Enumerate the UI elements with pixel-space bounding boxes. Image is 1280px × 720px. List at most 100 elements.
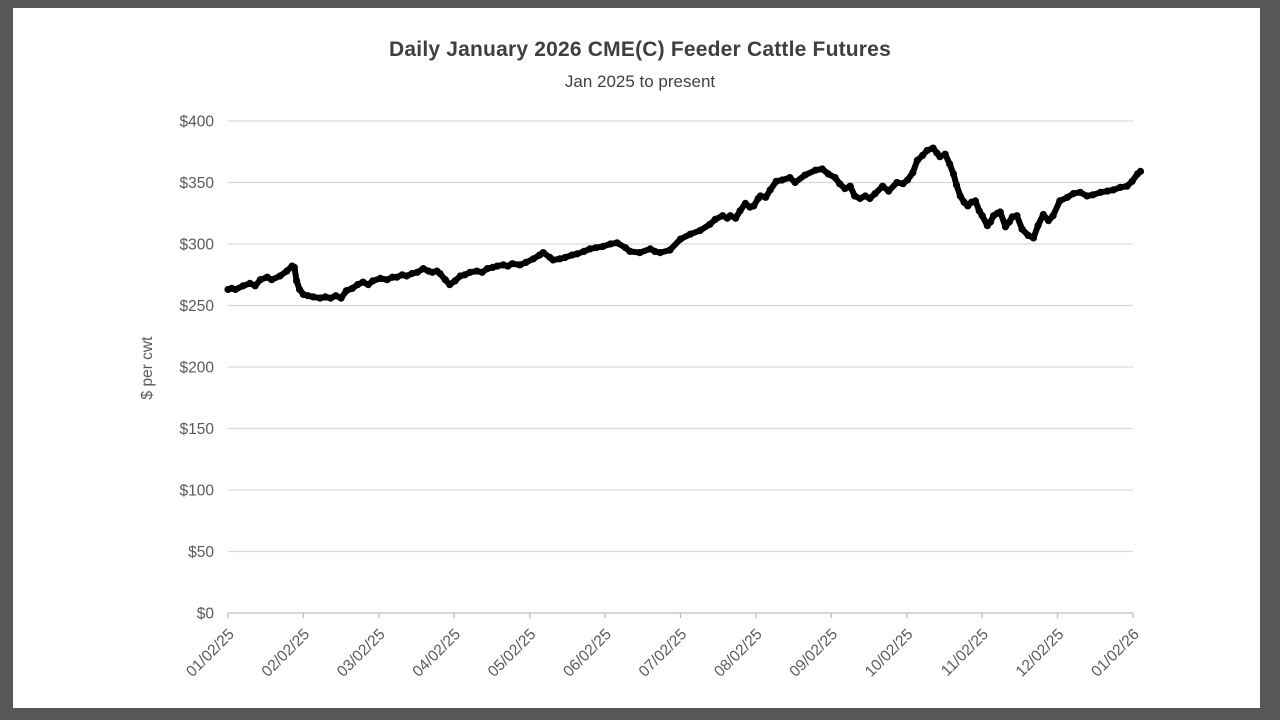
x-tick-label: 01/02/25 (183, 626, 238, 681)
data-point-marker (1001, 223, 1010, 231)
data-point-marker (376, 274, 384, 282)
data-point-marker (706, 220, 714, 228)
y-tick-label: $400 (180, 114, 215, 131)
data-point-marker (836, 180, 844, 188)
data-point-marker (1063, 193, 1071, 201)
data-point-marker (516, 261, 524, 269)
data-point-marker (846, 182, 854, 190)
y-tick-label: $200 (180, 360, 215, 377)
data-point-marker (1018, 225, 1026, 233)
y-tick-label: $150 (180, 421, 215, 438)
data-point-marker (1097, 188, 1105, 196)
data-point-marker (978, 212, 986, 220)
data-point-marker (956, 192, 964, 200)
data-point-marker (276, 272, 284, 280)
data-point-marker (342, 287, 350, 295)
data-point-marker (466, 268, 474, 276)
y-tick-label: $350 (180, 175, 215, 192)
data-point-marker (818, 165, 826, 173)
data-point-marker (573, 250, 581, 258)
price-line (225, 145, 1144, 302)
data-point-marker (676, 235, 685, 243)
data-point-marker (919, 151, 927, 159)
data-point-marker (952, 181, 961, 189)
data-point-marker (929, 144, 937, 152)
data-point-marker (1069, 190, 1077, 198)
x-tick-label: 03/02/25 (334, 626, 389, 681)
data-point-marker (811, 166, 820, 174)
data-point-marker (949, 170, 958, 178)
data-point-marker (666, 246, 674, 254)
data-point-marker (946, 160, 954, 168)
data-point-marker (1039, 210, 1047, 219)
data-point-marker (231, 285, 240, 294)
x-tick-label: 10/02/25 (862, 626, 917, 681)
data-point-marker (251, 282, 259, 290)
data-point-marker (778, 176, 786, 184)
data-point-marker (626, 247, 634, 255)
data-point-marker (451, 277, 459, 285)
y-tick-label: $100 (180, 483, 215, 500)
data-point-marker (309, 293, 317, 301)
data-point-marker (786, 174, 794, 182)
x-tick-label: 02/02/25 (259, 626, 314, 681)
data-point-marker (337, 294, 345, 302)
data-point-marker (1103, 187, 1111, 195)
x-tick-label: 06/02/25 (560, 626, 615, 681)
data-point-marker (369, 277, 377, 285)
data-point-marker (1013, 212, 1021, 220)
data-point-marker (529, 255, 538, 263)
data-point-marker (885, 187, 893, 195)
data-point-marker (801, 171, 809, 179)
data-point-marker (711, 215, 719, 223)
data-point-marker (592, 244, 600, 252)
data-point-marker (772, 177, 780, 185)
data-point-marker (413, 268, 421, 276)
data-point-marker (996, 208, 1004, 216)
data-point-marker (636, 249, 644, 257)
data-point-marker (1076, 188, 1084, 196)
x-tick-label: 09/02/25 (786, 626, 841, 681)
x-tick-label: 08/02/25 (711, 626, 766, 681)
data-point-marker (293, 277, 301, 285)
data-point-marker (296, 285, 304, 294)
x-tick-label: 04/02/25 (409, 626, 464, 681)
y-tick-label: $250 (180, 298, 215, 315)
data-point-marker (732, 214, 740, 222)
data-point-marker (283, 267, 291, 275)
data-point-marker (1049, 212, 1057, 220)
data-point-marker (1034, 222, 1042, 230)
data-point-marker (866, 194, 874, 203)
data-point-marker (580, 247, 588, 255)
y-tick-label: $300 (180, 237, 215, 254)
x-tick-label: 05/02/25 (485, 626, 540, 681)
data-point-marker (971, 197, 980, 205)
data-point-marker (268, 276, 276, 284)
data-point-marker (986, 218, 995, 226)
y-axis-title: $ per cwt (139, 336, 156, 400)
data-point-marker (913, 156, 921, 164)
x-tick-label: 12/02/25 (1013, 626, 1068, 681)
data-point-marker (493, 262, 501, 270)
data-point-marker (750, 202, 758, 210)
data-point-marker (549, 256, 557, 264)
data-point-marker (1128, 177, 1136, 185)
data-point-marker (539, 249, 547, 257)
data-point-marker (909, 169, 917, 177)
data-point-marker (1029, 234, 1038, 242)
data-point-marker (766, 186, 774, 194)
data-point-marker (441, 276, 449, 284)
data-point-marker (508, 260, 516, 268)
data-point-marker (762, 193, 770, 201)
y-tick-label: $0 (197, 606, 215, 623)
data-point-marker (1109, 186, 1117, 194)
data-point-marker (1056, 197, 1064, 205)
data-point-marker (696, 226, 704, 235)
x-tick-label: 07/02/25 (636, 626, 691, 681)
data-point-marker (824, 170, 832, 178)
x-tick-label: 11/02/25 (938, 626, 992, 680)
data-point-marker (736, 207, 744, 215)
data-point-marker (613, 239, 621, 247)
